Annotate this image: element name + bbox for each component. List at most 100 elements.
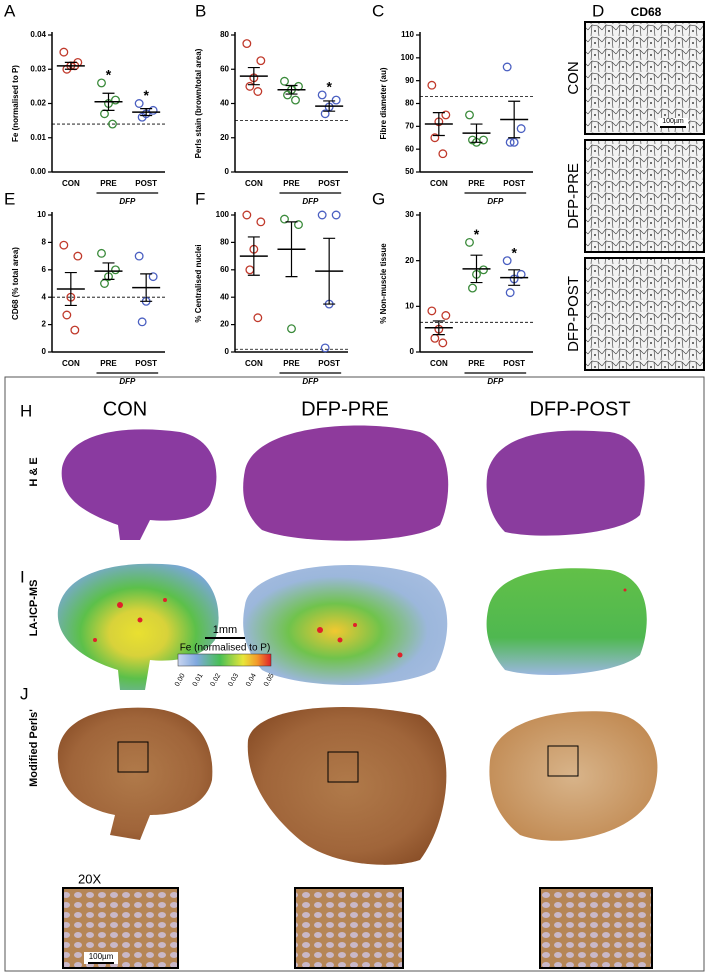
y-tick-label: 0: [410, 347, 415, 356]
scale-bg: [658, 118, 688, 127]
scale-bar-label: 100µm: [89, 952, 114, 961]
y-tick-label: 0.04: [30, 30, 46, 39]
data-point: [465, 110, 474, 120]
row-label: H & E: [28, 457, 40, 486]
panel-letter: F: [195, 189, 205, 208]
panel-title: CD68: [631, 5, 662, 19]
inset-marker: [117, 741, 149, 773]
panel-letter: E: [4, 189, 15, 208]
x-tick-label: CON: [430, 359, 448, 368]
x-tick-label: CON: [245, 359, 263, 368]
panel-letter: J: [20, 684, 29, 703]
significance-marker: *: [106, 67, 112, 83]
data-point: [59, 240, 69, 250]
heatmap-section: [57, 563, 219, 690]
tissue-section: [57, 707, 213, 840]
x-tick-label: PRE: [100, 179, 117, 188]
error-bar: [140, 273, 153, 302]
y-tick-label: 20: [405, 256, 414, 265]
hotspots: [93, 588, 627, 658]
data-point: [317, 210, 327, 220]
y-tick-label: 0.03: [30, 64, 46, 73]
y-tick-label: 70: [405, 121, 414, 130]
y-tick-label: 20: [220, 133, 229, 142]
data-point: [70, 325, 80, 335]
significance-marker: *: [474, 226, 480, 242]
error-bar: [247, 66, 260, 86]
data-point: [59, 47, 69, 57]
error-bar: [432, 112, 445, 137]
group-label: DFP: [487, 197, 504, 206]
data-point: [441, 311, 451, 320]
y-tick-label: 80: [220, 238, 229, 247]
data-point: [137, 317, 147, 327]
x-tick-label: PRE: [468, 179, 485, 188]
scale-bg: [84, 952, 118, 964]
data-point: [320, 343, 330, 353]
data-point: [468, 283, 477, 293]
error-bar: [140, 108, 153, 117]
data-point: [62, 310, 72, 320]
data-point: [256, 56, 266, 66]
y-axis-label: Fibre diameter (au): [379, 67, 388, 139]
y-tick-label: 10: [37, 210, 46, 219]
data-point: [108, 119, 117, 129]
data-point: [134, 251, 144, 261]
panel-letter: C: [372, 1, 384, 20]
data-point: [148, 105, 158, 115]
y-tick-label: 80: [405, 99, 414, 108]
y-tick-label: 40: [220, 292, 229, 301]
data-point: [331, 95, 341, 105]
y-tick-label: 60: [220, 265, 229, 274]
x-tick-label: PRE: [468, 359, 485, 368]
y-tick-label: 20: [220, 320, 229, 329]
tissue-section: [247, 707, 447, 865]
x-tick-label: POST: [135, 179, 157, 188]
panel-letter: I: [20, 567, 25, 586]
error-bar: [285, 84, 298, 95]
x-tick-label: PRE: [283, 179, 300, 188]
colorbar-tick-label: 0.00: [174, 672, 187, 687]
y-tick-label: 100: [401, 53, 415, 62]
data-point: [256, 217, 266, 227]
x-tick-label: POST: [503, 179, 525, 188]
data-point: [253, 313, 263, 323]
inset-micrograph: [294, 887, 404, 969]
error-bar: [102, 262, 115, 280]
x-tick-label: POST: [318, 359, 340, 368]
error-bar: [323, 100, 336, 112]
y-tick-label: 0: [225, 347, 230, 356]
y-tick-label: 0.00: [30, 167, 46, 176]
significance-marker: *: [326, 79, 332, 95]
group-label: DFP: [302, 197, 319, 206]
data-point: [516, 124, 526, 134]
data-point: [441, 110, 451, 120]
row-label: CON: [565, 61, 582, 94]
panel-letter: A: [4, 1, 16, 20]
data-point: [242, 39, 252, 49]
error-bar: [470, 123, 483, 143]
x-tick-label: CON: [245, 179, 263, 188]
error-bar: [64, 61, 77, 70]
error-bar: [102, 92, 115, 111]
x-tick-label: CON: [430, 179, 448, 188]
y-tick-label: 80: [220, 30, 229, 39]
micrograph: [584, 139, 705, 253]
colorbar-tick-label: 0.03: [227, 672, 240, 687]
scale-bar-label: 100µm: [662, 118, 684, 125]
y-tick-label: 40: [220, 99, 229, 108]
x-tick-label: POST: [318, 179, 340, 188]
y-tick-label: 0.01: [30, 133, 46, 142]
data-point: [134, 99, 144, 108]
error-bar: [247, 236, 260, 276]
y-tick-label: 8: [42, 238, 47, 247]
group-label: DFP: [119, 377, 136, 386]
y-tick-label: 30: [405, 210, 414, 219]
data-point: [111, 95, 120, 105]
data-point: [242, 210, 252, 220]
data-point: [73, 251, 83, 261]
data-point: [502, 256, 512, 266]
group-label: DFP: [487, 377, 504, 386]
data-point: [111, 265, 120, 275]
data-point: [97, 248, 106, 258]
